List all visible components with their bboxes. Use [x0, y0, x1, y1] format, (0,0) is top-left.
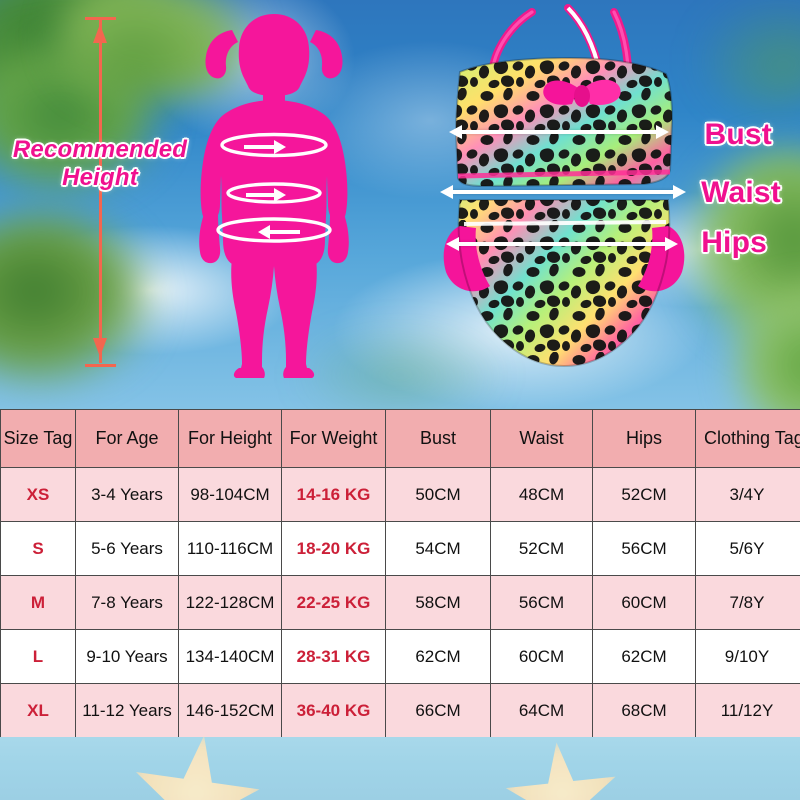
cell-waist: 64CM: [490, 683, 593, 738]
cell-waist: 56CM: [490, 575, 593, 630]
cell-clothing-tag: 9/10Y: [695, 629, 800, 684]
table-header-row: Size Tag For Age For Height For Weight B…: [0, 409, 800, 468]
girl-silhouette-icon: [188, 8, 373, 383]
cell-bust: 66CM: [385, 683, 491, 738]
cell-size-tag: M: [0, 575, 76, 630]
cell-for-age: 5-6 Years: [75, 521, 179, 576]
cell-waist: 60CM: [490, 629, 593, 684]
cell-hips: 62CM: [592, 629, 696, 684]
swimsuit-bikini-icon: [432, 0, 697, 390]
table-row: XS 3-4 Years 98-104CM 14-16 KG 50CM 48CM…: [0, 467, 800, 522]
cell-waist: 52CM: [490, 521, 593, 576]
cell-size-tag: XL: [0, 683, 76, 738]
cell-size-tag: L: [0, 629, 76, 684]
column-header-hips: Hips: [592, 409, 696, 468]
cell-clothing-tag: 11/12Y: [695, 683, 800, 738]
table-row: XL 11-12 Years 146-152CM 36-40 KG 66CM 6…: [0, 683, 800, 738]
column-header-size-tag: Size Tag: [0, 409, 76, 468]
recommended-height-label: Recommended Height: [12, 136, 188, 191]
cell-waist: 48CM: [490, 467, 593, 522]
column-header-for-weight: For Weight: [281, 409, 386, 468]
cell-clothing-tag: 7/8Y: [695, 575, 800, 630]
cell-hips: 56CM: [592, 521, 696, 576]
column-header-clothing-tag: Clothing Tag: [695, 409, 800, 468]
cell-for-weight: 18-20 KG: [281, 521, 386, 576]
cell-for-weight: 36-40 KG: [281, 683, 386, 738]
double-arrow-horizontal-icon: [440, 184, 686, 199]
cell-for-age: 11-12 Years: [75, 683, 179, 738]
size-chart-table: Size Tag For Age For Height For Weight B…: [0, 409, 800, 738]
cell-for-height: 134-140CM: [178, 629, 282, 684]
cell-bust: 50CM: [385, 467, 491, 522]
double-arrow-horizontal-icon: [449, 124, 669, 139]
waist-label: Waist: [701, 176, 781, 209]
cell-for-age: 7-8 Years: [75, 575, 179, 630]
cell-for-weight: 22-25 KG: [281, 575, 386, 630]
hips-label: Hips: [701, 226, 767, 259]
height-arrow-bottom-cap: [85, 364, 116, 367]
cell-hips: 68CM: [592, 683, 696, 738]
table-row: L 9-10 Years 134-140CM 28-31 KG 62CM 60C…: [0, 629, 800, 684]
cell-bust: 54CM: [385, 521, 491, 576]
column-header-for-height: For Height: [178, 409, 282, 468]
cell-for-height: 146-152CM: [178, 683, 282, 738]
double-arrow-vertical-icon: [93, 18, 107, 363]
table-row: S 5-6 Years 110-116CM 18-20 KG 54CM 52CM…: [0, 521, 800, 576]
cell-hips: 60CM: [592, 575, 696, 630]
water-band: [0, 737, 800, 800]
cell-hips: 52CM: [592, 467, 696, 522]
cell-clothing-tag: 3/4Y: [695, 467, 800, 522]
cell-for-age: 3-4 Years: [75, 467, 179, 522]
double-arrow-horizontal-icon: [446, 236, 678, 251]
cell-bust: 62CM: [385, 629, 491, 684]
cell-for-age: 9-10 Years: [75, 629, 179, 684]
cell-size-tag: XS: [0, 467, 76, 522]
cell-for-height: 110-116CM: [178, 521, 282, 576]
table-row: M 7-8 Years 122-128CM 22-25 KG 58CM 56CM…: [0, 575, 800, 630]
cell-size-tag: S: [0, 521, 76, 576]
cell-for-weight: 28-31 KG: [281, 629, 386, 684]
cell-bust: 58CM: [385, 575, 491, 630]
column-header-for-age: For Age: [75, 409, 179, 468]
cell-for-height: 98-104CM: [178, 467, 282, 522]
cell-clothing-tag: 5/6Y: [695, 521, 800, 576]
cell-for-height: 122-128CM: [178, 575, 282, 630]
cell-for-weight: 14-16 KG: [281, 467, 386, 522]
column-header-waist: Waist: [490, 409, 593, 468]
palm-leaf-icon: [300, 330, 500, 420]
column-header-bust: Bust: [385, 409, 491, 468]
bust-label: Bust: [704, 118, 772, 151]
